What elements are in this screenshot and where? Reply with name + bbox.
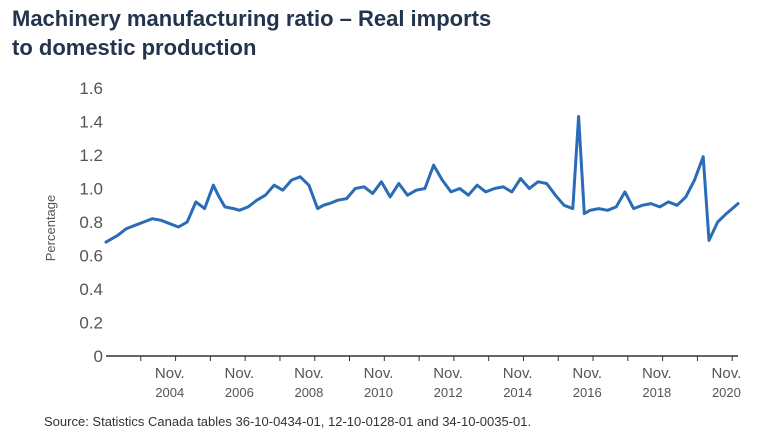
y-tick-label: 0.8 [79, 213, 103, 232]
x-tick-label-year: 2004 [155, 385, 184, 400]
x-tick-label-year: 2010 [364, 385, 393, 400]
y-tick-label: 1.0 [79, 180, 103, 199]
y-tick-label: 1.4 [79, 113, 103, 132]
chart-title: Machinery manufacturing ratio – Real imp… [12, 4, 712, 62]
x-tick-label-year: 2008 [294, 385, 323, 400]
y-tick-label: 1.2 [79, 146, 103, 165]
x-tick-label-year: 2006 [225, 385, 254, 400]
x-tick-label-year: 2020 [712, 385, 741, 400]
x-tick-label-year: 2016 [573, 385, 602, 400]
x-tick-label-year: 2018 [642, 385, 671, 400]
y-tick-label: 0 [94, 347, 103, 366]
y-axis-label: Percentage [43, 195, 58, 262]
source-note: Source: Statistics Canada tables 36-10-0… [44, 414, 532, 429]
x-tick-label-year: 2012 [434, 385, 463, 400]
x-axis: Nov. 2004 Nov. 2006 Nov. 2008 Nov. 2010 Nov. 2012… [106, 355, 742, 400]
x-tick-label-month: Nov. [503, 365, 533, 382]
x-tick-label-month: Nov. [294, 365, 324, 382]
y-axis: 0 0.2 0.4 0.6 0.8 1.0 1.2 1.4 1.6 [79, 79, 103, 366]
x-tick-label-year: 2014 [503, 385, 532, 400]
x-tick-label-month: Nov. [155, 365, 185, 382]
y-tick-label: 0.2 [79, 314, 103, 333]
x-tick-label-month: Nov. [712, 365, 742, 382]
series-line-0 [104, 115, 740, 244]
x-tick-label-month: Nov. [642, 365, 672, 382]
series-group [104, 115, 740, 244]
chart-title-line-2: to domestic production [12, 35, 257, 60]
x-tick-label-month: Nov. [572, 365, 602, 382]
x-tick-label-month: Nov. [364, 365, 394, 382]
y-tick-label: 0.4 [79, 280, 103, 299]
chart-title-line-1: Machinery manufacturing ratio – Real imp… [12, 6, 492, 31]
x-tick-label-month: Nov. [224, 365, 254, 382]
y-tick-label: 0.6 [79, 247, 103, 266]
x-tick-label-month: Nov. [433, 365, 463, 382]
y-tick-label: 1.6 [79, 79, 103, 98]
